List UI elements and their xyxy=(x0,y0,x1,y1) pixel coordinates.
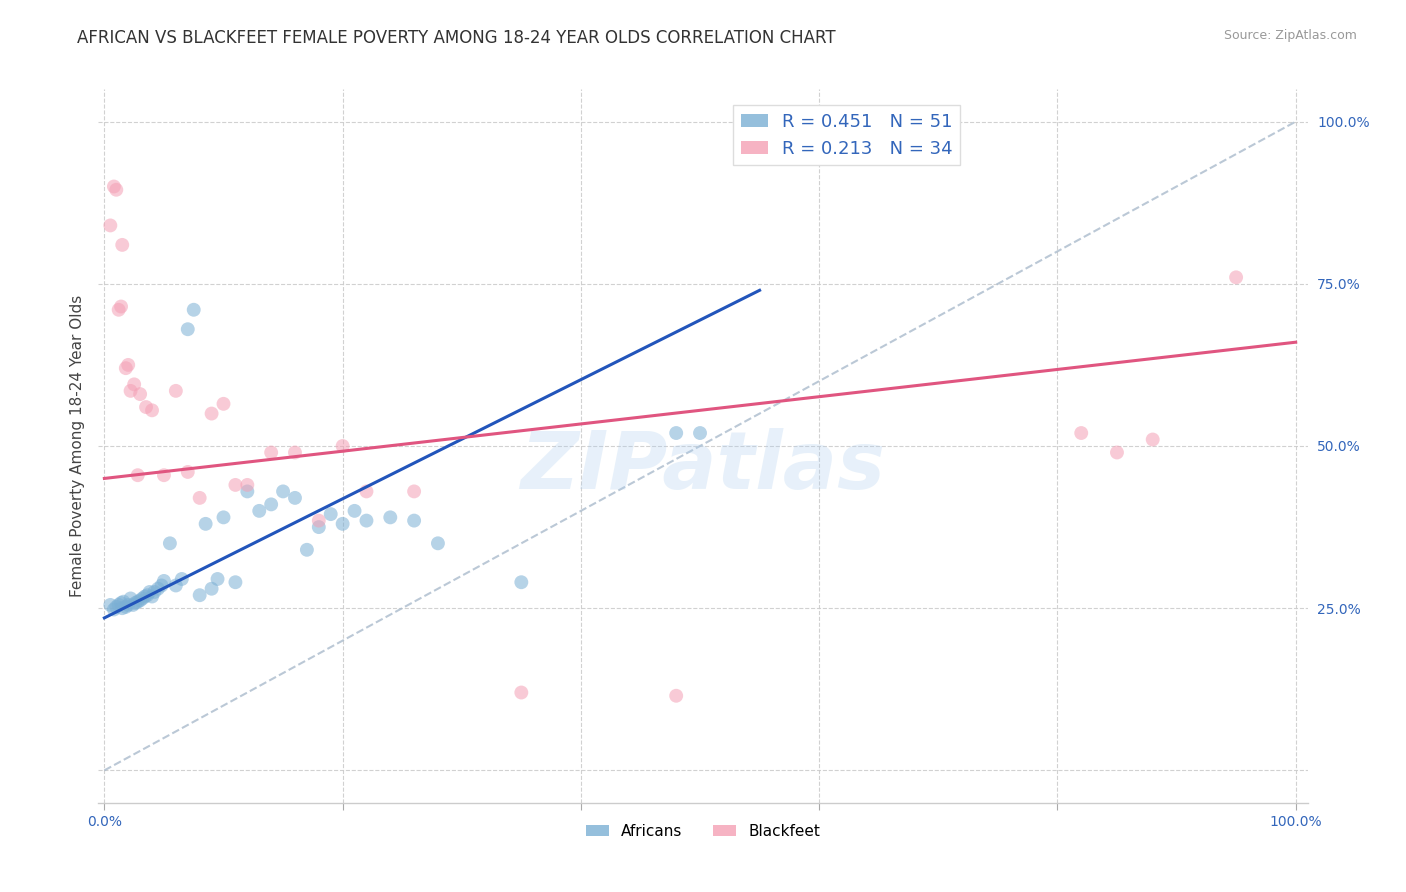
Point xyxy=(404,484,426,499)
Point xyxy=(159,536,181,550)
Point xyxy=(1105,445,1128,459)
Point xyxy=(356,484,378,499)
Point xyxy=(308,520,330,534)
Point xyxy=(120,384,142,398)
Point xyxy=(124,596,146,610)
Point xyxy=(117,358,139,372)
Point xyxy=(105,599,128,614)
Point xyxy=(510,575,533,590)
Point xyxy=(110,596,132,610)
Point xyxy=(98,598,121,612)
Point xyxy=(212,510,235,524)
Point xyxy=(356,514,378,528)
Point xyxy=(212,397,235,411)
Point xyxy=(177,322,200,336)
Point xyxy=(284,445,307,459)
Point xyxy=(127,595,149,609)
Point xyxy=(188,491,211,505)
Point xyxy=(107,598,129,612)
Point xyxy=(146,582,169,596)
Point xyxy=(207,572,229,586)
Point xyxy=(105,183,128,197)
Point xyxy=(271,484,294,499)
Point xyxy=(236,484,259,499)
Text: ZIPatlas: ZIPatlas xyxy=(520,428,886,507)
Point xyxy=(131,591,153,606)
Point xyxy=(380,510,402,524)
Point xyxy=(107,302,129,317)
Point xyxy=(153,468,176,483)
Point xyxy=(143,585,166,599)
Point xyxy=(343,504,366,518)
Point xyxy=(665,425,688,440)
Point xyxy=(136,588,159,602)
Point xyxy=(153,574,176,588)
Point xyxy=(188,588,211,602)
Point xyxy=(1225,270,1247,285)
Point xyxy=(194,516,217,531)
Point xyxy=(332,439,354,453)
Point xyxy=(260,497,283,511)
Point xyxy=(112,595,135,609)
Point xyxy=(319,507,342,521)
Point xyxy=(138,585,160,599)
Point xyxy=(224,478,246,492)
Point xyxy=(120,591,142,606)
Point xyxy=(127,468,149,483)
Point xyxy=(200,407,222,421)
Point xyxy=(665,689,688,703)
Point xyxy=(689,425,711,440)
Point xyxy=(1070,425,1092,440)
Point xyxy=(165,384,187,398)
Point xyxy=(224,575,246,590)
Point xyxy=(141,403,163,417)
Point xyxy=(111,601,134,615)
Point xyxy=(284,491,307,505)
Point xyxy=(165,578,187,592)
Point xyxy=(150,578,173,592)
Point xyxy=(135,400,157,414)
Point xyxy=(1142,433,1164,447)
Point xyxy=(332,516,354,531)
Point xyxy=(114,599,136,614)
Y-axis label: Female Poverty Among 18-24 Year Olds: Female Poverty Among 18-24 Year Olds xyxy=(69,295,84,597)
Point xyxy=(200,582,222,596)
Point xyxy=(404,514,426,528)
Text: Source: ZipAtlas.com: Source: ZipAtlas.com xyxy=(1223,29,1357,42)
Point xyxy=(129,387,152,401)
Point xyxy=(117,598,139,612)
Point xyxy=(111,238,134,252)
Point xyxy=(295,542,318,557)
Point xyxy=(103,179,125,194)
Point xyxy=(510,685,533,699)
Point xyxy=(236,478,259,492)
Point xyxy=(183,302,205,317)
Point xyxy=(170,572,193,586)
Point xyxy=(260,445,283,459)
Point xyxy=(308,514,330,528)
Point xyxy=(134,590,156,604)
Point xyxy=(98,219,121,233)
Point xyxy=(122,377,145,392)
Point xyxy=(114,361,136,376)
Point xyxy=(177,465,200,479)
Point xyxy=(247,504,270,518)
Point xyxy=(129,593,152,607)
Point xyxy=(122,598,145,612)
Point xyxy=(141,590,163,604)
Point xyxy=(103,602,125,616)
Legend: Africans, Blackfeet: Africans, Blackfeet xyxy=(579,818,827,845)
Text: AFRICAN VS BLACKFEET FEMALE POVERTY AMONG 18-24 YEAR OLDS CORRELATION CHART: AFRICAN VS BLACKFEET FEMALE POVERTY AMON… xyxy=(77,29,837,46)
Point xyxy=(426,536,449,550)
Point xyxy=(110,300,132,314)
